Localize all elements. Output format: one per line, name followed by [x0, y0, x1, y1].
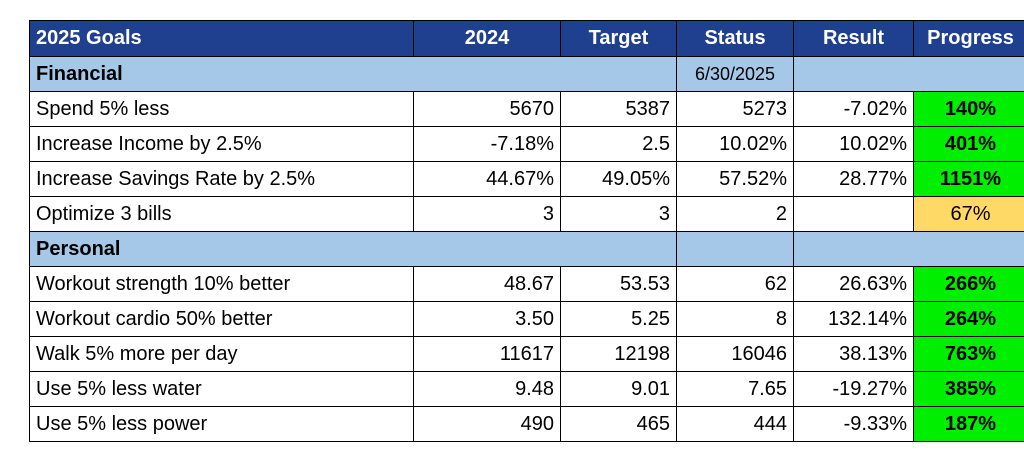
progress-cell: 266%	[913, 266, 1024, 302]
section-row-personal: Personal	[29, 231, 1024, 267]
section-date: 6/30/2025	[676, 56, 794, 92]
table-row: Increase Income by 2.5% -7.18% 2.5 10.02% 10…	[29, 126, 1024, 162]
progress-cell: 1151%	[913, 161, 1024, 197]
section-label: Financial	[29, 56, 677, 92]
goal-cell: Walk 5% more per day	[29, 336, 414, 372]
table-row: Optimize 3 bills 3 3 2 67%	[29, 196, 1024, 232]
status-cell: 5273	[676, 91, 794, 127]
value-2024-cell: 3	[413, 196, 561, 232]
table-row: Increase Savings Rate by 2.5% 44.67% 49.05…	[29, 161, 1024, 197]
result-cell	[793, 196, 914, 232]
progress-cell: 187%	[913, 406, 1024, 442]
status-cell: 8	[676, 301, 794, 337]
value-2024-cell: -7.18%	[413, 126, 561, 162]
target-cell: 2.5	[560, 126, 677, 162]
goal-cell: Spend 5% less	[29, 91, 414, 127]
result-cell: -9.33%	[793, 406, 914, 442]
table-row: Walk 5% more per day 11617 12198 16046 38.13…	[29, 336, 1024, 372]
table-row: Use 5% less water 9.48 9.01 7.65 -19.27% 385%	[29, 371, 1024, 407]
value-2024-cell: 11617	[413, 336, 561, 372]
progress-cell: 67%	[913, 196, 1024, 232]
result-cell: 132.14%	[793, 301, 914, 337]
progress-cell: 401%	[913, 126, 1024, 162]
target-cell: 5.25	[560, 301, 677, 337]
result-cell: -19.27%	[793, 371, 914, 407]
value-2024-cell: 9.48	[413, 371, 561, 407]
progress-cell: 264%	[913, 301, 1024, 337]
header-2024: 2024	[413, 20, 561, 57]
status-cell: 10.02%	[676, 126, 794, 162]
status-cell: 62	[676, 266, 794, 302]
target-cell: 5387	[560, 91, 677, 127]
status-cell: 444	[676, 406, 794, 442]
target-cell: 53.53	[560, 266, 677, 302]
target-cell: 465	[560, 406, 677, 442]
result-cell: 38.13%	[793, 336, 914, 372]
target-cell: 3	[560, 196, 677, 232]
status-cell: 16046	[676, 336, 794, 372]
table-row: Workout cardio 50% better 3.50 5.25 8 132.14…	[29, 301, 1024, 337]
status-cell: 7.65	[676, 371, 794, 407]
header-row: 2025 Goals 2024 Target Status Result Pro…	[29, 20, 1024, 57]
header-status: Status	[676, 20, 794, 57]
result-cell: 28.77%	[793, 161, 914, 197]
section-row-financial: Financial 6/30/2025	[29, 56, 1024, 92]
section-blank	[793, 56, 1024, 92]
section-label: Personal	[29, 231, 677, 267]
value-2024-cell: 490	[413, 406, 561, 442]
goal-cell: Use 5% less power	[29, 406, 414, 442]
goal-cell: Workout cardio 50% better	[29, 301, 414, 337]
section-date	[676, 231, 794, 267]
goal-cell: Optimize 3 bills	[29, 196, 414, 232]
value-2024-cell: 5670	[413, 91, 561, 127]
target-cell: 49.05%	[560, 161, 677, 197]
value-2024-cell: 3.50	[413, 301, 561, 337]
header-target: Target	[560, 20, 677, 57]
value-2024-cell: 48.67	[413, 266, 561, 302]
table-row: Spend 5% less 5670 5387 5273 -7.02% 140%	[29, 91, 1024, 127]
result-cell: 10.02%	[793, 126, 914, 162]
header-result: Result	[793, 20, 914, 57]
target-cell: 12198	[560, 336, 677, 372]
section-blank	[793, 231, 1024, 267]
result-cell: -7.02%	[793, 91, 914, 127]
value-2024-cell: 44.67%	[413, 161, 561, 197]
progress-cell: 763%	[913, 336, 1024, 372]
progress-cell: 140%	[913, 91, 1024, 127]
status-cell: 57.52%	[676, 161, 794, 197]
goal-cell: Increase Savings Rate by 2.5%	[29, 161, 414, 197]
status-cell: 2	[676, 196, 794, 232]
goal-cell: Workout strength 10% better	[29, 266, 414, 302]
table-row: Use 5% less power 490 465 444 -9.33% 187%	[29, 406, 1024, 442]
header-progress: Progress	[913, 20, 1024, 57]
header-goals: 2025 Goals	[29, 20, 414, 57]
progress-cell: 385%	[913, 371, 1024, 407]
goal-cell: Use 5% less water	[29, 371, 414, 407]
target-cell: 9.01	[560, 371, 677, 407]
table-row: Workout strength 10% better 48.67 53.53 62 2…	[29, 266, 1024, 302]
result-cell: 26.63%	[793, 266, 914, 302]
goals-table: 2025 Goals 2024 Target Status Result Pro…	[29, 20, 1024, 442]
goal-cell: Increase Income by 2.5%	[29, 126, 414, 162]
